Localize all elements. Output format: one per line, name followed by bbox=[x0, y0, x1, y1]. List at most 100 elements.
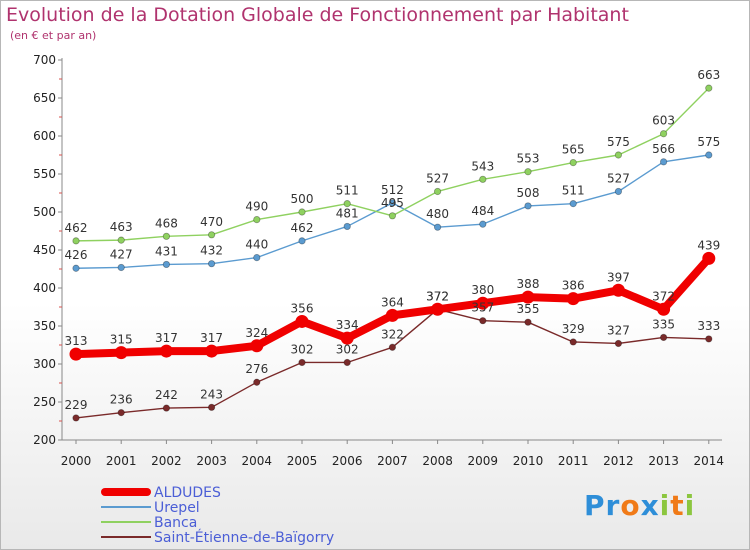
y-tick-label: 300 bbox=[33, 357, 56, 371]
data-label: 236 bbox=[110, 393, 133, 407]
data-label: 335 bbox=[652, 317, 675, 331]
data-point bbox=[343, 200, 351, 208]
legend-label: Saint-Étienne-de-Baïgorry bbox=[154, 529, 334, 546]
data-point bbox=[569, 159, 577, 167]
proxiti-logo: Proxiti bbox=[584, 489, 695, 522]
data-label: 565 bbox=[562, 143, 585, 157]
data-point bbox=[479, 317, 487, 325]
data-point bbox=[162, 232, 170, 240]
data-label: 543 bbox=[471, 159, 494, 173]
logo-letter: x bbox=[640, 489, 660, 522]
data-point bbox=[208, 231, 216, 239]
data-point bbox=[343, 358, 351, 367]
data-point bbox=[159, 344, 173, 358]
data-label: 229 bbox=[65, 398, 88, 412]
data-label: 302 bbox=[336, 342, 359, 356]
data-point bbox=[433, 187, 442, 196]
data-point bbox=[117, 236, 125, 244]
data-point bbox=[659, 333, 668, 341]
data-label: 317 bbox=[200, 331, 223, 345]
y-tick-label: 550 bbox=[33, 167, 56, 181]
data-label: 511 bbox=[336, 184, 359, 198]
logo-letter: P bbox=[584, 489, 606, 522]
data-point bbox=[388, 199, 396, 207]
y-tick-label: 200 bbox=[33, 433, 56, 447]
data-label: 431 bbox=[155, 244, 178, 258]
data-point bbox=[566, 292, 580, 306]
data-point bbox=[476, 296, 490, 310]
data-point bbox=[72, 237, 80, 245]
y-tick-label: 250 bbox=[33, 395, 56, 409]
data-label: 364 bbox=[381, 295, 404, 309]
x-tick-label: 2009 bbox=[468, 454, 499, 468]
data-point bbox=[298, 237, 306, 245]
data-point bbox=[614, 187, 623, 196]
chart-title: Evolution de la Dotation Globale de Fonc… bbox=[6, 4, 629, 26]
data-label: 276 bbox=[245, 362, 268, 376]
data-label: 333 bbox=[697, 319, 720, 333]
data-label: 575 bbox=[697, 135, 720, 149]
x-tick-label: 2003 bbox=[196, 454, 227, 468]
data-label: 566 bbox=[652, 142, 675, 156]
data-label: 527 bbox=[426, 171, 449, 185]
x-tick-label: 2004 bbox=[242, 454, 273, 468]
data-label: 500 bbox=[291, 192, 314, 206]
data-label: 355 bbox=[517, 302, 540, 316]
logo-letter: r bbox=[605, 489, 621, 522]
data-point bbox=[117, 409, 125, 417]
data-point bbox=[298, 358, 306, 367]
data-label: 324 bbox=[245, 326, 268, 340]
data-label: 313 bbox=[65, 334, 88, 348]
data-point bbox=[705, 335, 713, 343]
series-layer bbox=[69, 84, 716, 422]
data-label: 386 bbox=[562, 279, 585, 293]
data-point bbox=[117, 263, 125, 272]
data-label: 512 bbox=[381, 183, 404, 197]
data-label: 357 bbox=[471, 301, 494, 315]
x-tick-label: 2000 bbox=[61, 454, 92, 468]
y-tick-label: 500 bbox=[33, 205, 56, 219]
x-tick-label: 2008 bbox=[422, 454, 453, 468]
data-label: 440 bbox=[245, 238, 268, 252]
data-label: 575 bbox=[607, 135, 630, 149]
data-point bbox=[253, 378, 261, 386]
data-point bbox=[659, 158, 668, 166]
logo-letter: o bbox=[620, 489, 641, 522]
legend-label: Banca bbox=[154, 515, 197, 531]
chart-legend: ALDUDESUrepelBancaSaint-Étienne-de-Baïgo… bbox=[101, 485, 334, 546]
data-point bbox=[524, 318, 532, 326]
data-label: 432 bbox=[200, 244, 223, 258]
data-point bbox=[72, 414, 80, 422]
data-label: 468 bbox=[155, 216, 178, 230]
data-point bbox=[208, 260, 216, 268]
data-point bbox=[659, 130, 668, 138]
data-label: 372 bbox=[652, 289, 675, 303]
data-label: 462 bbox=[291, 221, 314, 235]
y-tick-label: 350 bbox=[33, 319, 56, 333]
data-label: 511 bbox=[562, 184, 585, 198]
data-label: 490 bbox=[245, 200, 268, 214]
data-point bbox=[298, 208, 306, 216]
y-tick-label: 450 bbox=[33, 243, 56, 257]
logo-letter: i bbox=[659, 489, 671, 522]
data-point bbox=[524, 202, 532, 210]
x-tick-label: 2010 bbox=[513, 454, 544, 468]
data-label: 302 bbox=[291, 342, 314, 356]
data-label: 242 bbox=[155, 388, 178, 402]
data-point bbox=[72, 264, 80, 272]
data-label: 317 bbox=[155, 331, 178, 345]
logo-letter: i bbox=[684, 489, 696, 522]
data-point bbox=[385, 308, 399, 322]
y-tick-label: 600 bbox=[33, 129, 56, 143]
data-label: 481 bbox=[336, 206, 359, 220]
data-label: 322 bbox=[381, 327, 404, 341]
data-label: 397 bbox=[607, 270, 630, 284]
data-label: 372 bbox=[426, 289, 449, 303]
y-tick-label: 700 bbox=[33, 53, 56, 67]
data-point bbox=[702, 251, 716, 265]
data-point bbox=[569, 200, 577, 208]
data-label: 372 bbox=[426, 289, 449, 303]
x-tick-label: 2014 bbox=[694, 454, 725, 468]
data-point bbox=[431, 302, 445, 316]
